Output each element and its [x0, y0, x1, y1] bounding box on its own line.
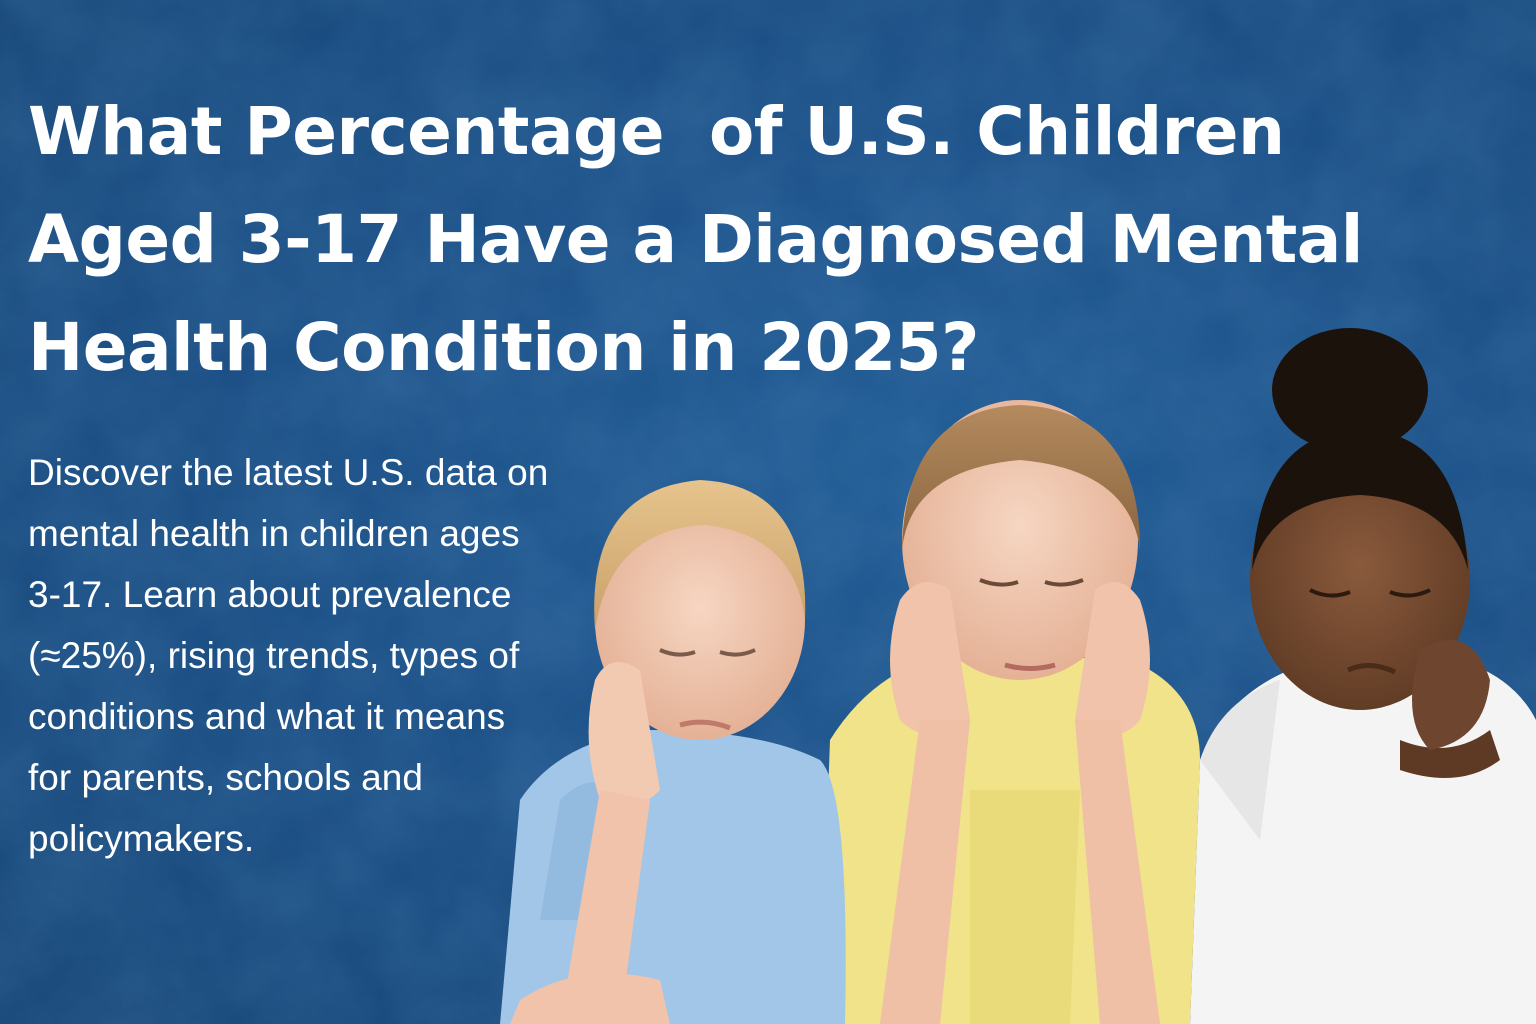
- headline: What Percentage of U.S. Children Aged 3-…: [28, 78, 1508, 402]
- child-right: [1190, 328, 1536, 1024]
- description-line-7: policymakers.: [28, 818, 255, 859]
- headline-line-1: What Percentage of U.S. Children: [28, 93, 1285, 170]
- description-line-4: (≈25%), rising trends, types of: [28, 635, 520, 676]
- description-line-3: 3-17. Learn about prevalence: [28, 574, 512, 615]
- children-photo: [500, 328, 1536, 1024]
- description-line-6: for parents, schools and: [28, 757, 423, 798]
- description-line-2: mental health in children ages: [28, 513, 520, 554]
- description-line-5: conditions and what it means: [28, 696, 506, 737]
- child-left: [500, 480, 846, 1024]
- description-line-1: Discover the latest U.S. data on: [28, 452, 549, 493]
- headline-line-2: Aged 3-17 Have a Diagnosed Mental: [28, 201, 1363, 278]
- headline-line-3: Health Condition in 2025?: [28, 309, 979, 386]
- description: Discover the latest U.S. data on mental …: [28, 442, 628, 869]
- child-middle: [820, 400, 1200, 1024]
